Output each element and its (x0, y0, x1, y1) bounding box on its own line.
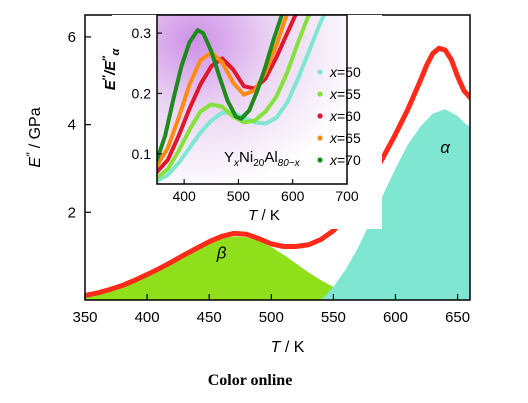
y-axis-label-unit: / GPa (27, 107, 44, 152)
legend-label-value: =55 (337, 86, 361, 102)
y-tick-label: 6 (68, 29, 76, 46)
legend-label-value: =65 (337, 130, 361, 146)
inset-y-axis-label-divider: /E (102, 60, 119, 76)
y-axis-label-prime: ″ (24, 152, 38, 157)
inset-x-axis-label-symbol: T (248, 207, 259, 224)
inset-plot-area (157, 15, 327, 183)
legend-label-value: =60 (337, 108, 361, 124)
inset-x-tick-label: 400 (172, 188, 196, 204)
legend-label-variable: x (329, 152, 338, 168)
x-tick-label: 350 (72, 309, 97, 326)
figure-caption: Color online (207, 372, 293, 389)
x-tick-label: 550 (321, 309, 346, 326)
legend-label: x=65 (329, 130, 361, 146)
inset-series-line (157, 15, 298, 174)
composition-element-al: Al (264, 149, 277, 166)
legend-label-value: =50 (337, 64, 361, 80)
alpha-peak-label: α (440, 138, 451, 157)
composition-sub-y: x (233, 158, 240, 169)
inset-x-tick-label: 600 (281, 188, 305, 204)
inset-y-tick-label: 0.1 (132, 146, 152, 162)
y-tick-label: 2 (68, 204, 76, 221)
main-plot-area (85, 45, 470, 300)
legend-label-variable: x (329, 86, 338, 102)
legend-label: x=50 (329, 64, 361, 80)
alpha-peak-area (320, 109, 470, 300)
x-tick-label: 450 (197, 309, 222, 326)
inset-y-axis-label: E″/E″α (101, 48, 122, 91)
inset-y-tick-label: 0.3 (132, 25, 152, 41)
inset-y-axis-label-prime: ″ (101, 74, 113, 80)
beta-peak-label: β (216, 243, 227, 262)
inset-series-line (157, 15, 290, 168)
legend-label-variable: x (329, 130, 338, 146)
composition-element-y: Y (224, 149, 234, 166)
legend-label-variable: x (329, 108, 338, 124)
inset-y-axis-label-prime2: ″ (101, 55, 113, 61)
legend-marker (317, 113, 323, 119)
y-axis-label: E″ / GPa (24, 107, 44, 167)
inset-composition-label: YxNi20Al80−x (224, 149, 301, 169)
y-tick-label: 4 (68, 117, 76, 134)
composition-sub-al: 80−x (278, 158, 301, 169)
legend-marker (317, 157, 323, 163)
legend-label-variable: x (329, 64, 338, 80)
legend-marker (317, 91, 323, 97)
legend-label: x=70 (329, 152, 361, 168)
composition-sub-ni: 20 (253, 158, 265, 169)
inset-plot-frame (156, 14, 348, 185)
inset-series-line (157, 15, 285, 162)
x-axis-label-unit: / K (280, 339, 304, 356)
inset-y-axis-label-subscript: α (110, 48, 122, 56)
inset-y-tick-label: 0.2 (132, 85, 152, 101)
x-tick-label: 500 (259, 309, 284, 326)
main-modulus-line (85, 45, 470, 299)
x-tick-label: 400 (135, 309, 160, 326)
legend-marker (317, 69, 323, 75)
inset-x-axis-label-unit: / K (257, 207, 280, 224)
legend-label: x=55 (329, 86, 361, 102)
beta-peak-area (85, 236, 396, 300)
legend-label-value: =70 (337, 152, 361, 168)
inset-x-tick-label: 500 (227, 188, 251, 204)
x-tick-label: 600 (383, 309, 408, 326)
inset-x-axis-label: T / K (248, 207, 280, 224)
x-axis-label-symbol: T (271, 339, 282, 356)
legend-label: x=60 (329, 108, 361, 124)
composition-element-ni: Ni (239, 149, 253, 166)
y-axis-label-symbol: E (27, 157, 44, 168)
x-axis-label: T / K (271, 339, 305, 356)
x-tick-label: 650 (445, 309, 470, 326)
inset-x-tick-label: 700 (335, 188, 359, 204)
legend-marker (317, 135, 323, 141)
inset-y-axis-label-symbol: E (102, 79, 119, 90)
